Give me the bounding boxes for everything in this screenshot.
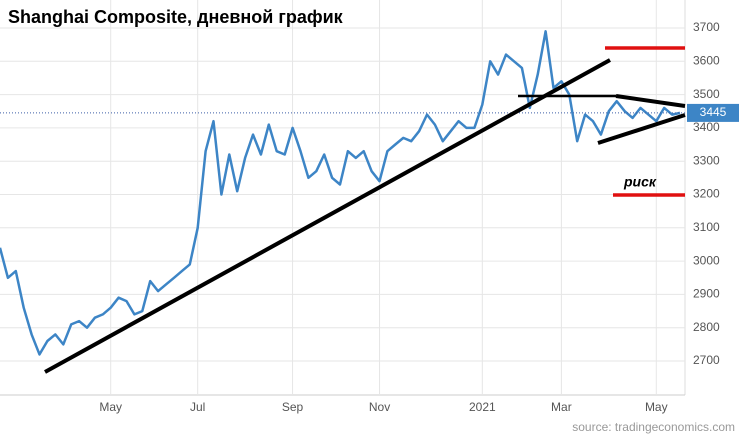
y-tick-label: 2700	[693, 353, 720, 367]
y-tick-label: 3000	[693, 253, 720, 267]
y-tick-label: 3400	[693, 120, 720, 134]
x-tick-label: May	[645, 400, 668, 414]
trendline	[44, 58, 611, 374]
annotations: риск	[44, 46, 686, 374]
x-tick-label: 2021	[469, 400, 496, 414]
chart-title: Shanghai Composite, дневной график	[8, 7, 344, 27]
trendline	[615, 94, 686, 108]
line-series	[0, 30, 681, 356]
y-tick-label: 3100	[693, 220, 720, 234]
grid: 2700 2800 2900 3000 3100 3200 3300 3400 3500 3600…	[0, 0, 720, 414]
y-tick-label: 2900	[693, 287, 720, 301]
plot: 3445	[0, 30, 739, 356]
y-tick-label: 3300	[693, 153, 720, 167]
current-value-label: 3445	[700, 105, 727, 119]
x-tick-label: Mar	[551, 400, 572, 414]
y-tick-label: 3500	[693, 87, 720, 101]
current-value-badge	[687, 103, 739, 122]
annotation: риск	[623, 174, 657, 190]
y-tick-label: 3600	[693, 53, 720, 67]
y-tick-label: 2800	[693, 320, 720, 334]
y-tick-label: 3200	[693, 187, 720, 201]
trendline	[597, 113, 686, 145]
x-tick-label: May	[99, 400, 122, 414]
x-tick-label: Jul	[190, 400, 205, 414]
x-tick-label: Nov	[369, 400, 390, 414]
y-tick-label: 3700	[693, 20, 720, 34]
source: source: tradingeconomics.com	[572, 420, 735, 434]
x-tick-label: Sep	[282, 400, 304, 414]
